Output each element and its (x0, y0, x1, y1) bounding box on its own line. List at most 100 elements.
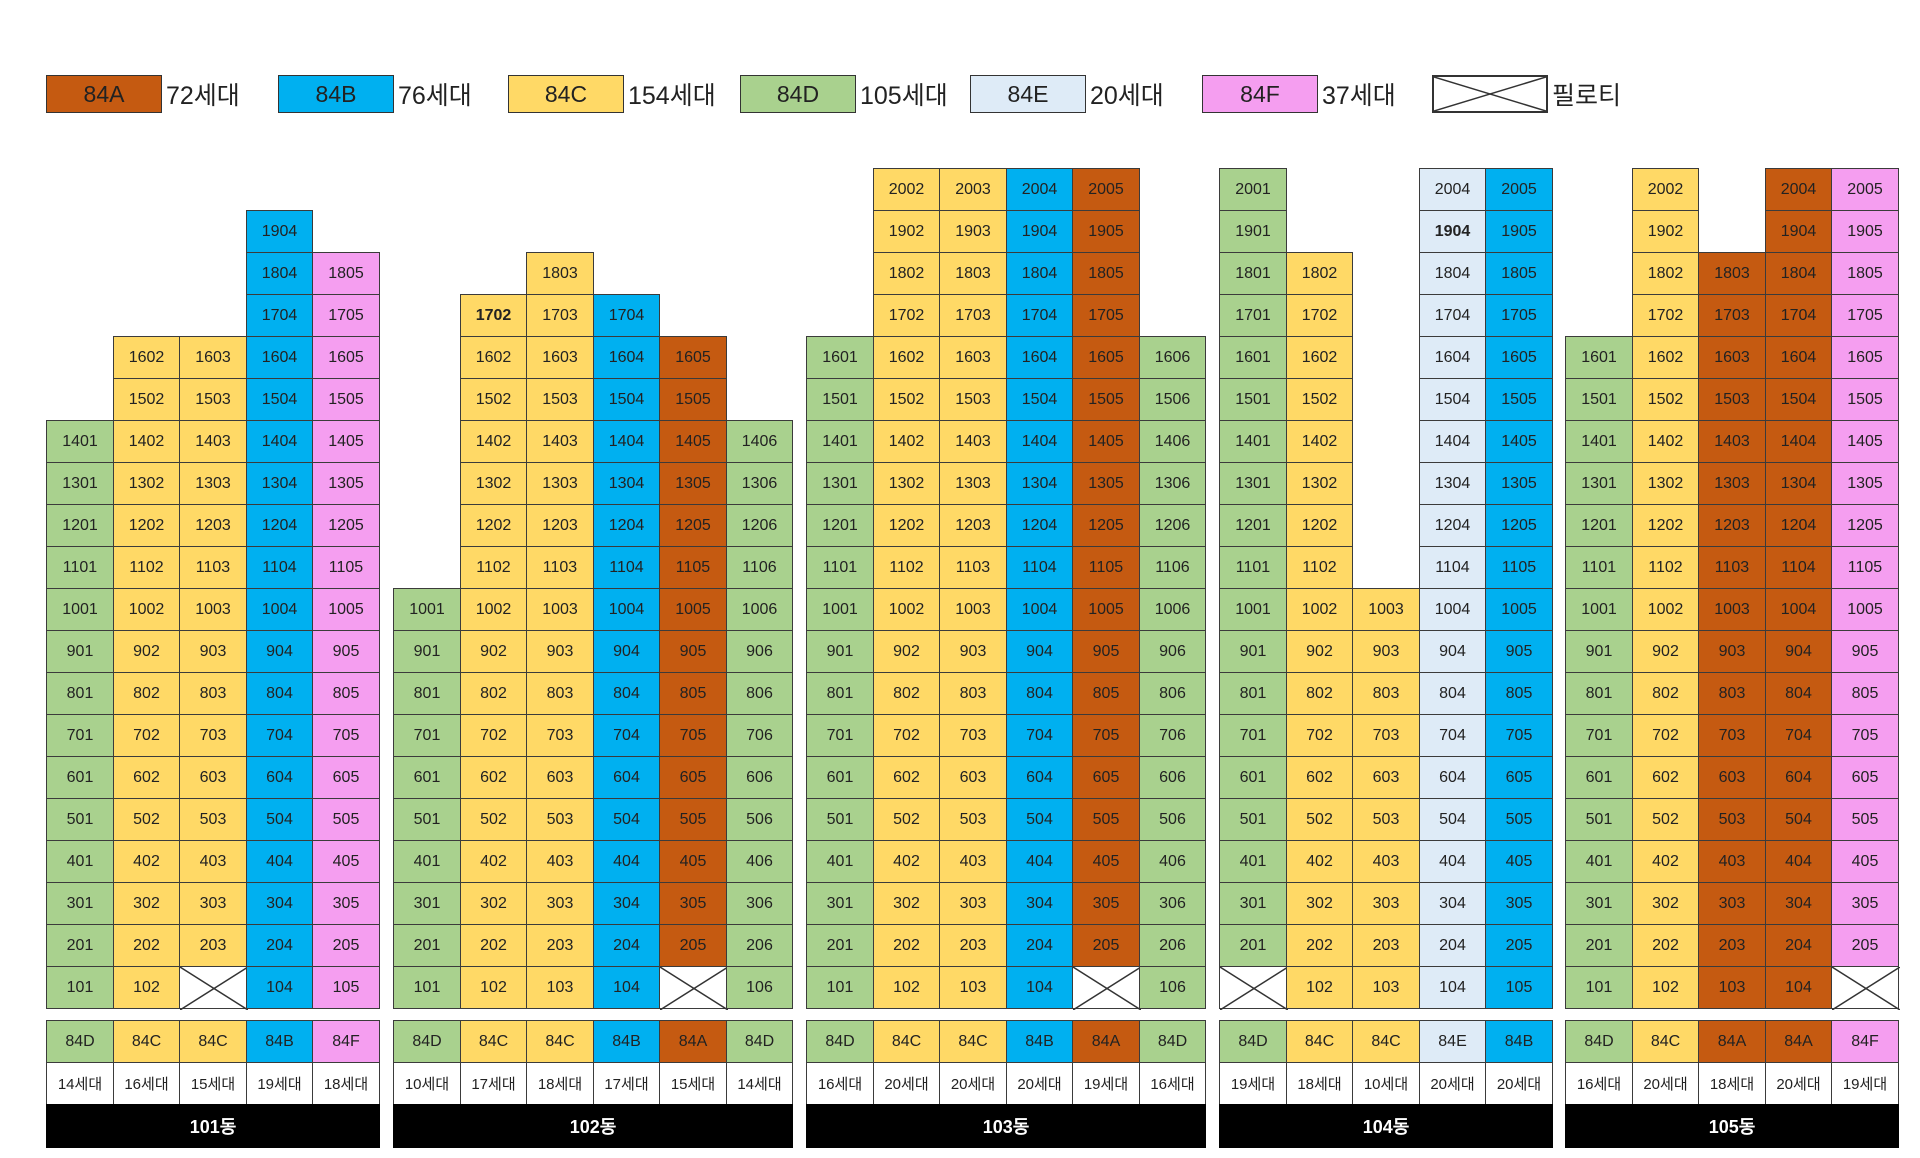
unit-cell: 1103 (526, 546, 594, 589)
unit-cell: 1202 (1286, 504, 1353, 547)
unit-cell: 803 (1352, 672, 1420, 715)
unit-cell: 1104 (1419, 546, 1486, 589)
unit-cell: 1401 (806, 420, 874, 463)
unit-cell: 804 (1006, 672, 1073, 715)
unit-cell: 1001 (393, 588, 461, 631)
unit-cell: 706 (726, 714, 793, 757)
unit-cell: 1101 (1565, 546, 1633, 589)
unit-cell: 502 (460, 798, 527, 841)
unit-cell: 602 (1286, 756, 1353, 799)
unit-cell: 1203 (939, 504, 1007, 547)
unit-cell: 605 (1831, 756, 1899, 799)
unit-cell: 1705 (1831, 294, 1899, 337)
unit-cell: 1705 (312, 294, 380, 337)
unit-cell: 1502 (873, 378, 940, 421)
unit-cell: 802 (873, 672, 940, 715)
unit-cell: 1304 (593, 462, 660, 505)
unit-cell: 505 (659, 798, 727, 841)
unit-cell: 706 (1139, 714, 1206, 757)
unit-cell: 1402 (460, 420, 527, 463)
unit-cell: 804 (1419, 672, 1486, 715)
unit-cell: 1102 (1286, 546, 1353, 589)
unit-cell: 2005 (1831, 168, 1899, 211)
unit-cell: 101 (1565, 966, 1633, 1009)
unit-cell: 304 (593, 882, 660, 925)
line-type-cell: 84B (246, 1020, 313, 1063)
unit-cell: 506 (1139, 798, 1206, 841)
unit-cell: 801 (46, 672, 114, 715)
unit-cell: 1702 (1632, 294, 1699, 337)
unit-cell: 1905 (1485, 210, 1553, 253)
unit-cell: 1605 (312, 336, 380, 379)
unit-cell: 604 (593, 756, 660, 799)
unit-cell: 802 (113, 672, 180, 715)
unit-cell: 804 (1765, 672, 1832, 715)
legend-item-pilotis: 필로티 (1432, 74, 1621, 114)
unit-cell: 1604 (246, 336, 313, 379)
unit-cell: 301 (46, 882, 114, 925)
unit-cell: 303 (526, 882, 594, 925)
unit-cell: 305 (1831, 882, 1899, 925)
unit-cell: 1804 (246, 252, 313, 295)
unit-cell: 303 (179, 882, 247, 925)
unit-cell: 1505 (1485, 378, 1553, 421)
unit-cell: 205 (1485, 924, 1553, 967)
unit-cell: 1902 (1632, 210, 1699, 253)
unit-cell: 701 (393, 714, 461, 757)
unit-cell: 202 (113, 924, 180, 967)
unit-cell: 1001 (1219, 588, 1287, 631)
unit-cell: 1703 (526, 294, 594, 337)
unit-cell: 1201 (806, 504, 874, 547)
unit-cell: 904 (1419, 630, 1486, 673)
line-count-cell: 20세대 (1419, 1062, 1486, 1105)
unit-cell: 501 (1565, 798, 1633, 841)
unit-cell: 1103 (939, 546, 1007, 589)
unit-cell: 603 (179, 756, 247, 799)
unit-cell: 1102 (1632, 546, 1699, 589)
unit-cell: 1404 (593, 420, 660, 463)
unit-cell: 205 (1831, 924, 1899, 967)
unit-cell: 1002 (1286, 588, 1353, 631)
unit-cell: 405 (659, 840, 727, 883)
unit-cell: 604 (246, 756, 313, 799)
unit-cell: 503 (179, 798, 247, 841)
unit-cell: 501 (393, 798, 461, 841)
unit-cell: 701 (46, 714, 114, 757)
unit-cell: 605 (659, 756, 727, 799)
line-type-cell: 84D (393, 1020, 461, 1063)
legend-pilotis-label: 필로티 (1552, 82, 1622, 110)
unit-cell: 1401 (1219, 420, 1287, 463)
unit-cell: 906 (726, 630, 793, 673)
unit-cell: 1603 (939, 336, 1007, 379)
unit-cell: 2004 (1419, 168, 1486, 211)
unit-cell: 903 (1698, 630, 1766, 673)
legend-item: 84B 76세대 (278, 74, 472, 114)
unit-cell: 704 (593, 714, 660, 757)
unit-cell: 301 (393, 882, 461, 925)
unit-cell: 1904 (1006, 210, 1073, 253)
unit-cell: 702 (1632, 714, 1699, 757)
unit-cell: 1704 (1765, 294, 1832, 337)
unit-cell: 201 (1219, 924, 1287, 967)
line-count-cell: 14세대 (726, 1062, 793, 1105)
unit-cell: 1904 (1765, 210, 1832, 253)
line-count-cell: 19세대 (1219, 1062, 1287, 1105)
line-count-cell: 10세대 (393, 1062, 461, 1105)
unit-cell: 1202 (1632, 504, 1699, 547)
unit-cell: 702 (1286, 714, 1353, 757)
unit-cell: 102 (460, 966, 527, 1009)
unit-cell: 903 (179, 630, 247, 673)
unit-cell: 502 (873, 798, 940, 841)
unit-cell: 1602 (873, 336, 940, 379)
unit-cell: 1502 (1632, 378, 1699, 421)
unit-cell: 1004 (593, 588, 660, 631)
unit-cell: 601 (393, 756, 461, 799)
unit-cell: 1601 (1565, 336, 1633, 379)
unit-cell: 1306 (726, 462, 793, 505)
line-type-cell: 84D (1139, 1020, 1206, 1063)
line-count-cell: 18세대 (526, 1062, 594, 1105)
unit-cell: 1805 (1072, 252, 1140, 295)
unit-cell: 1802 (1632, 252, 1699, 295)
line-count-cell: 18세대 (1698, 1062, 1766, 1105)
unit-cell: 602 (113, 756, 180, 799)
